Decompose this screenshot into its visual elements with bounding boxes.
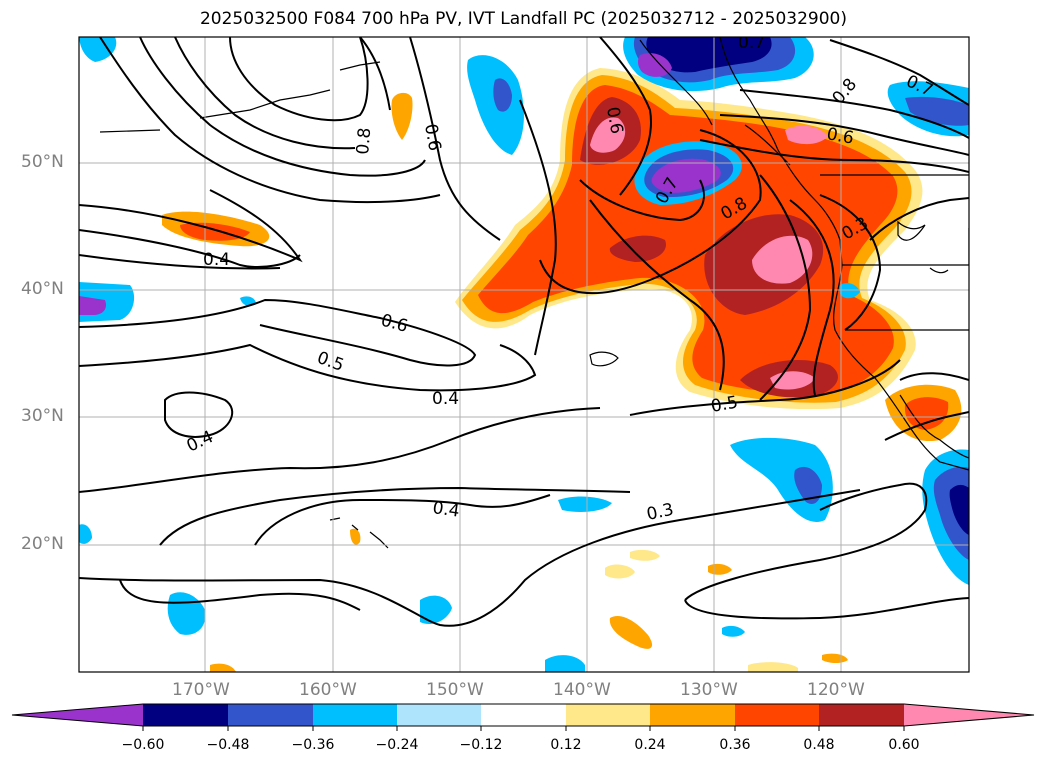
contour-label: 0.7: [738, 33, 765, 53]
lon-label: 130°W: [680, 680, 738, 700]
colorbar-extend-low: [12, 704, 143, 726]
map-area: 0.7 0.8 0.6 0.8 0.6 0.4 0.6 0.5 0.4 0.4 …: [79, 33, 969, 672]
contour-labels: 0.7 0.8 0.6 0.8 0.6 0.4 0.6 0.5 0.4 0.4 …: [184, 33, 936, 525]
colorbar: [11, 703, 1035, 731]
lon-label: 150°W: [426, 680, 484, 700]
lon-label: 170°W: [172, 680, 230, 700]
lon-label: 160°W: [299, 680, 357, 700]
colorbar-tick-label: −0.60: [121, 737, 165, 753]
graticule: [79, 37, 969, 672]
colorbar-tick-label: −0.12: [459, 737, 503, 753]
lat-label: 50°N: [21, 152, 64, 172]
lat-label: 20°N: [21, 534, 64, 554]
contour-label: 0.5: [709, 393, 739, 417]
contour-label: 0.8: [353, 127, 375, 156]
map-frame: [78, 36, 970, 673]
negative-anomaly-fill: [79, 37, 969, 672]
colorbar-tick-label: 0.48: [803, 737, 835, 753]
colorbar-tick-label: 0.60: [888, 737, 920, 753]
lon-label: 120°W: [807, 680, 865, 700]
contour-label: 0.6: [420, 122, 444, 152]
lon-label: 140°W: [553, 680, 611, 700]
colorbar-tick-label: 0.36: [719, 737, 751, 753]
colorbar-tick-label: −0.36: [291, 737, 335, 753]
coastlines: [99, 37, 969, 549]
contour-label: 0.4: [432, 389, 459, 409]
colorbar-tick-label: 0.12: [550, 737, 582, 753]
contour-label: 0.6: [602, 105, 626, 135]
colorbar-tick-label: −0.24: [375, 737, 419, 753]
figure-title: 2025032500 F084 700 hPa PV, IVT Landfall…: [199, 9, 847, 29]
colorbar-tick-label: −0.48: [206, 737, 250, 753]
pv-contours: [79, 37, 969, 627]
colorbar-extend-high: [904, 704, 1034, 726]
contour-label: 0.6: [825, 124, 855, 148]
contour-label: 0.4: [431, 498, 461, 522]
lat-label: 40°N: [21, 279, 64, 299]
positive-anomaly-fill: [162, 68, 962, 672]
colorbar-tick-label: 0.24: [634, 737, 666, 753]
contour-label: 0.4: [203, 250, 230, 270]
lat-label: 30°N: [21, 406, 64, 426]
